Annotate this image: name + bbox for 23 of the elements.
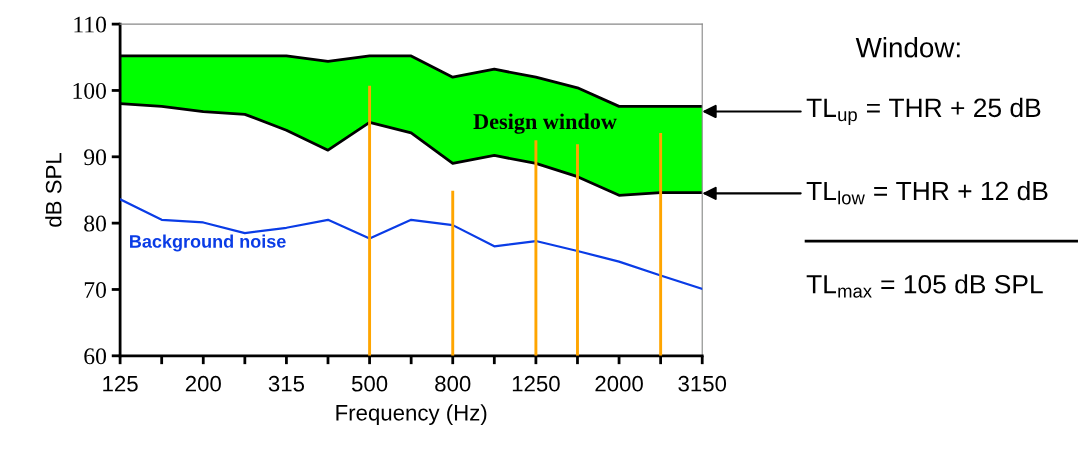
- line-series: [120, 198, 703, 290]
- x-tick-label: 800: [435, 375, 471, 392]
- text: Window:: [855, 37, 960, 58]
- y-tick-label: 60: [84, 348, 107, 365]
- text: TL$_{up}$ = THR + 25 dB: [806, 97, 1041, 125]
- y-tick-label: 110: [74, 16, 107, 33]
- y-tick-label: 100: [73, 82, 107, 99]
- text: TL$_{max}$ = 105 dB SPL: [806, 274, 1043, 298]
- x-axis-title: Frequency (Hz): [336, 404, 487, 426]
- x-tick-label: 125: [103, 375, 138, 392]
- x-tick-label: 500: [351, 375, 388, 392]
- x-tick-label: 2000: [595, 375, 643, 392]
- y-axis-title: dB SPL: [45, 153, 62, 227]
- x-tick-label: 3150: [678, 375, 727, 392]
- y-tick-label: 70: [84, 281, 107, 298]
- x-tick-label: 1250: [512, 375, 560, 392]
- x-tick-label: 315: [268, 375, 305, 392]
- series-label: Background noise: [130, 234, 286, 252]
- series-label: Design window: [473, 113, 617, 134]
- x-tick-label: 200: [185, 375, 221, 392]
- text: TL$_{low}$ = THR + 12 dB: [806, 180, 1048, 205]
- y-tick-label: 90: [84, 149, 107, 166]
- y-tick-label: 80: [84, 215, 107, 232]
